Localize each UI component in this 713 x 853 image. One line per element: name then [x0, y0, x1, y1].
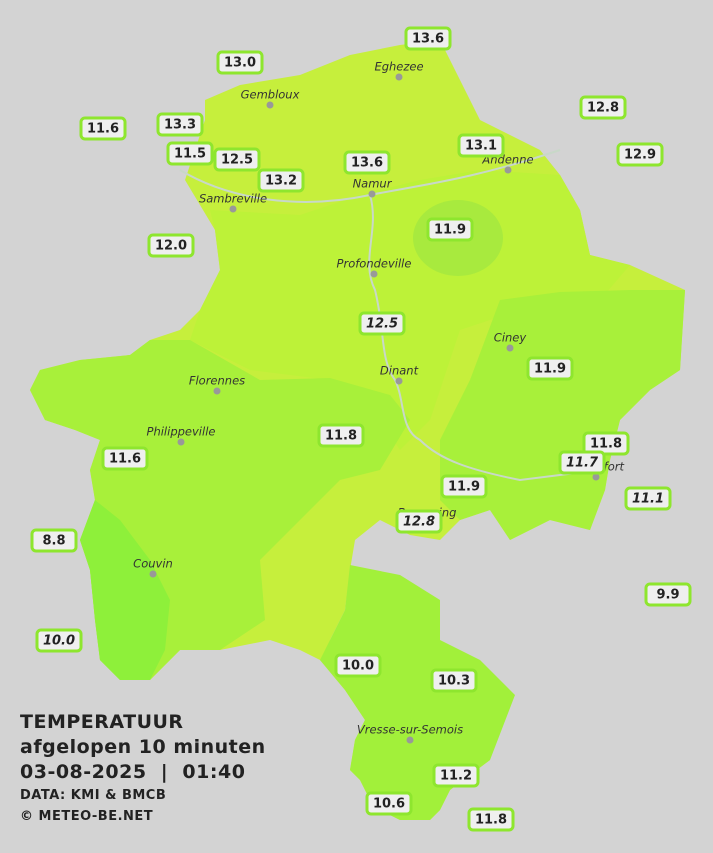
source: DATA: KMI & BMCB — [20, 788, 167, 803]
city-dot — [504, 166, 512, 174]
station-temp: 11.6 — [87, 122, 119, 137]
station-temp: 11.5 — [174, 147, 206, 162]
station-box — [440, 474, 488, 499]
station-box — [166, 141, 214, 166]
city-dot — [149, 570, 157, 578]
station-temp: 13.2 — [265, 174, 297, 189]
city-name: Eghezee — [374, 60, 423, 74]
zone-couvin — [80, 500, 170, 680]
station-temp: 13.6 — [412, 32, 444, 47]
station-box — [624, 486, 672, 511]
station-box — [147, 233, 195, 258]
city-dot — [229, 205, 237, 213]
station-box — [35, 628, 83, 653]
station-temp: 12.9 — [624, 148, 656, 163]
station-box — [343, 150, 391, 175]
station-box — [358, 311, 406, 336]
city-dot — [395, 73, 403, 81]
city-name: Profondeville — [337, 257, 412, 271]
station-temp: 11.8 — [590, 437, 622, 452]
station-temp: 11.8 — [475, 813, 507, 828]
station-temp: 11.2 — [440, 769, 472, 784]
station-box — [432, 763, 480, 788]
station-temp: 11.7 — [566, 456, 599, 471]
station-box — [365, 791, 413, 816]
zone-11-east — [440, 290, 685, 540]
station-temp: 10.0 — [342, 659, 374, 674]
city-dot — [592, 473, 600, 481]
station-box — [317, 423, 365, 448]
station-temp: 10.3 — [438, 674, 470, 689]
station-temp: 13.6 — [351, 156, 383, 171]
city-dot — [177, 438, 185, 446]
station-temp: 12.0 — [155, 239, 187, 254]
city-name: Dinant — [380, 364, 419, 378]
city-dot — [213, 387, 221, 395]
station-box — [404, 26, 452, 51]
station-temp: 11.9 — [434, 223, 466, 238]
city-dot — [395, 377, 403, 385]
station-temp: 8.8 — [42, 534, 65, 549]
station-temp: 13.1 — [465, 139, 497, 154]
station-temp: 11.1 — [632, 492, 664, 507]
city-dot — [370, 270, 378, 278]
station-temp: 10.0 — [43, 634, 75, 649]
station-box — [644, 582, 692, 607]
city-dot — [406, 736, 414, 744]
city-name: Sambreville — [199, 192, 267, 206]
station-box — [582, 431, 630, 456]
city-name: Philippeville — [147, 425, 216, 439]
station-box — [430, 668, 478, 693]
station-temp: 13.0 — [224, 56, 256, 71]
zone-12 — [190, 170, 630, 450]
station-box — [156, 112, 204, 137]
city-dot — [506, 344, 514, 352]
datetime: 03-08-2025 | 01:40 — [20, 761, 246, 783]
station-box — [426, 217, 474, 242]
city-name: Couvin — [133, 557, 173, 571]
station-temp: 12.8 — [403, 515, 435, 530]
station-box — [257, 168, 305, 193]
station-box — [467, 807, 515, 832]
city-name: Florennes — [189, 374, 245, 388]
station-temp: 10.6 — [373, 797, 405, 812]
subtitle: afgelopen 10 minuten — [20, 736, 266, 758]
station-box — [216, 50, 264, 75]
station-box — [579, 95, 627, 120]
station-temp: 13.3 — [164, 118, 196, 133]
station-box — [558, 450, 606, 475]
station-box — [79, 116, 127, 141]
station-temp: 11.8 — [325, 429, 357, 444]
station-temp: 11.9 — [534, 362, 566, 377]
station-box — [30, 528, 78, 553]
station-box — [457, 133, 505, 158]
title: TEMPERATUUR — [20, 711, 184, 733]
station-temp: 11.9 — [448, 480, 480, 495]
station-temp: 11.6 — [109, 452, 141, 467]
station-box — [213, 147, 261, 172]
city-name: Namur — [353, 177, 393, 191]
city-dot — [368, 190, 376, 198]
station-box — [395, 509, 443, 534]
label-layer: EghezeeGemblouxAndenneNamurSambrevillePr… — [30, 26, 692, 832]
station-box — [334, 653, 382, 678]
copyright: © METEO-BE.NET — [20, 809, 154, 824]
station-temp: 12.5 — [366, 317, 398, 332]
station-box — [101, 446, 149, 471]
station-temp: 12.8 — [587, 101, 619, 116]
city-dot — [266, 101, 274, 109]
station-box — [526, 356, 574, 381]
city-name: Ciney — [494, 331, 527, 345]
station-temp: 12.5 — [221, 153, 253, 168]
city-name: Vresse-sur-Semois — [357, 723, 463, 737]
city-name: Gembloux — [241, 88, 300, 102]
info-block: TEMPERATUUR afgelopen 10 minuten 03-08-2… — [20, 710, 266, 827]
station-temp: 9.9 — [656, 588, 679, 603]
station-box — [616, 142, 664, 167]
zone-10-south — [320, 565, 515, 820]
